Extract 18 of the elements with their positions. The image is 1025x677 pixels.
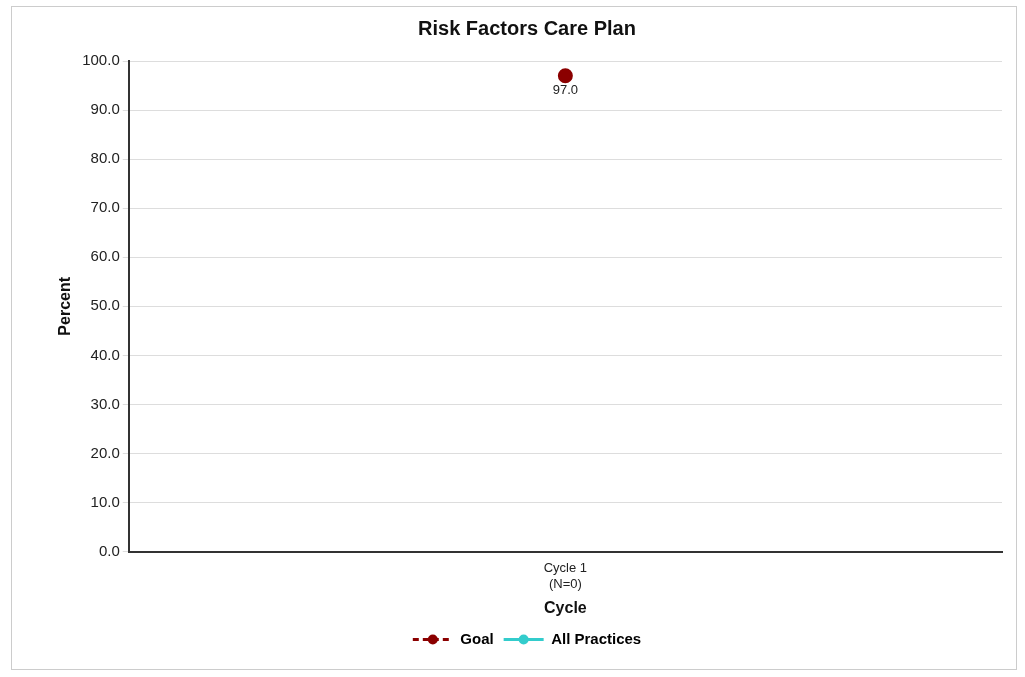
y-tick-label: 60.0 xyxy=(90,247,120,265)
data-label: 97.0 xyxy=(552,81,579,97)
x-tick-label: Cycle 1 (N=0) xyxy=(543,559,588,591)
y-tick-label: 10.0 xyxy=(90,492,120,510)
y-tick-label: 50.0 xyxy=(90,296,120,314)
y-tick-label: 70.0 xyxy=(90,198,120,216)
y-tick-label: 20.0 xyxy=(90,443,120,461)
y-tick-label: 90.0 xyxy=(90,100,120,118)
y-tick-label: 40.0 xyxy=(90,345,120,363)
y-tick-label: 0.0 xyxy=(98,541,120,559)
x-axis-title: Cycle xyxy=(544,598,587,616)
y-tick-label: 80.0 xyxy=(90,149,120,167)
legend-label: All Practices xyxy=(551,629,642,647)
y-tick-label: 100.0 xyxy=(82,51,120,69)
y-axis-title: Percent xyxy=(56,276,74,336)
legend-label: Goal xyxy=(460,629,494,647)
chart-title: Risk Factors Care Plan xyxy=(418,16,636,39)
y-tick-label: 30.0 xyxy=(90,394,120,412)
